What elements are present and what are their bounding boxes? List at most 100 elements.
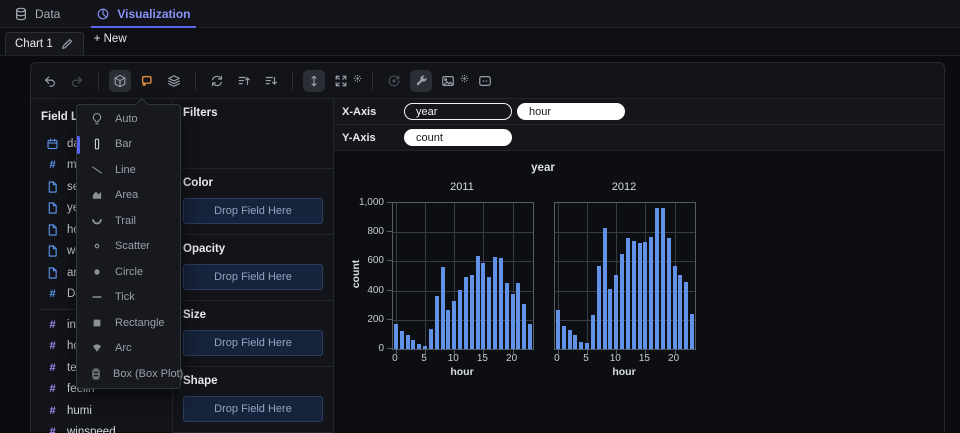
resize-expand-button[interactable] — [330, 70, 362, 92]
mark-menu-item-label: Bar — [115, 138, 132, 150]
boxplot-mark-icon — [89, 367, 103, 381]
undo-icon — [39, 70, 61, 92]
bar — [614, 275, 618, 349]
gear-icon — [460, 70, 469, 88]
field-pill-hour[interactable]: hour — [517, 103, 625, 120]
bar — [446, 310, 450, 349]
channel-section-color: ColorDrop Field Here — [173, 169, 333, 235]
sort-descending-button[interactable] — [260, 70, 282, 92]
scatter-mark-icon — [89, 239, 105, 253]
aggregation-cube-button[interactable] — [109, 70, 131, 92]
drop-zone-shape[interactable]: Drop Field Here — [183, 396, 323, 422]
chart-tab-current[interactable]: Chart 1 — [5, 32, 84, 55]
bar — [493, 257, 497, 349]
drop-zone-size[interactable]: Drop Field Here — [183, 330, 323, 356]
x-tick-label: 15 — [636, 353, 652, 364]
trail-mark-icon — [89, 214, 105, 228]
filters-drop-area[interactable]: Filters — [173, 99, 333, 169]
field-pill-year[interactable]: year — [404, 103, 512, 120]
drop-zone-color[interactable]: Drop Field Here — [183, 198, 323, 224]
area-mark-icon — [89, 189, 105, 201]
x-tick-label: 20 — [666, 353, 682, 364]
mark-menu-item-bar[interactable]: Bar — [77, 132, 180, 158]
bar — [638, 243, 642, 349]
bar — [608, 289, 612, 349]
top-tab-bar: Data Visualization — [0, 0, 960, 28]
bar — [394, 324, 398, 349]
circle-mark-icon — [89, 266, 105, 278]
aggregation-cube-icon — [109, 70, 131, 92]
redo-button[interactable] — [66, 70, 88, 92]
bar — [435, 296, 439, 349]
x-tick-label: 0 — [387, 353, 403, 364]
x-tick — [483, 350, 484, 354]
y-tick-label: 800 — [334, 226, 384, 237]
mark-menu-item-tick[interactable]: Tick — [77, 285, 180, 311]
hash-icon: # — [46, 362, 59, 374]
x-tick-label: 0 — [549, 353, 565, 364]
export-code-button[interactable] — [474, 70, 496, 92]
config-wrench-button[interactable] — [410, 70, 432, 92]
bar — [667, 238, 671, 349]
gear-icon — [353, 70, 362, 88]
bar — [556, 310, 560, 349]
export-image-button[interactable] — [437, 70, 469, 92]
field-item-humi[interactable]: #humi — [39, 400, 172, 422]
mark-menu-item-label: Rectangle — [115, 317, 165, 329]
mark-menu-item-trail[interactable]: Trail — [77, 208, 180, 234]
undo-button[interactable] — [39, 70, 61, 92]
lightbulb-icon — [89, 112, 105, 126]
field-pill-count[interactable]: count — [404, 129, 512, 146]
bar — [591, 315, 595, 349]
mark-menu-item-arc[interactable]: Arc — [77, 336, 180, 362]
bar — [458, 290, 462, 349]
selected-mark-indicator — [77, 136, 80, 154]
y-axis-row-label: Y-Axis — [342, 132, 404, 144]
tab-data[interactable]: Data — [14, 0, 60, 27]
transpose-refresh-button[interactable] — [206, 70, 228, 92]
bar — [568, 330, 572, 349]
mark-menu-item-label: Box (Box Plot) — [113, 368, 183, 380]
coordinates-loop-icon — [383, 70, 405, 92]
bar — [464, 277, 468, 349]
x-axis-row: X-Axis yearhour — [334, 99, 944, 125]
mark-menu-item-line[interactable]: Line — [77, 157, 180, 183]
tab-visualization[interactable]: Visualization — [96, 0, 190, 27]
resize-vertical-button[interactable] — [303, 70, 325, 92]
stack-layers-icon — [163, 70, 185, 92]
y-tick — [387, 231, 392, 232]
bar — [673, 266, 677, 349]
pencil-icon[interactable] — [60, 37, 74, 51]
mark-menu-item-box[interactable]: Box (Box Plot) — [77, 361, 180, 387]
facet-plot-2011 — [392, 202, 534, 350]
x-tick-label: 15 — [474, 353, 490, 364]
mark-type-button[interactable] — [136, 70, 158, 92]
x-tick-label: 20 — [504, 353, 520, 364]
mark-menu-item-label: Tick — [115, 291, 135, 303]
bar — [470, 275, 474, 349]
bar — [579, 342, 583, 349]
mark-menu-item-auto[interactable]: Auto — [77, 106, 180, 132]
hash-icon: # — [46, 159, 59, 171]
field-item-winspeed[interactable]: #winspeed — [39, 422, 172, 433]
toolbar-divider — [98, 72, 99, 90]
resize-vertical-icon — [303, 70, 325, 92]
bar — [429, 329, 433, 349]
config-wrench-icon — [410, 70, 432, 92]
drop-zone-opacity[interactable]: Drop Field Here — [183, 264, 323, 290]
mark-menu-item-area[interactable]: Area — [77, 183, 180, 209]
bar — [655, 208, 659, 349]
arc-mark-icon — [89, 342, 105, 354]
bar — [481, 263, 485, 349]
y-tick — [387, 260, 392, 261]
channel-label: Opacity — [183, 243, 323, 255]
mark-menu-item-scatter[interactable]: Scatter — [77, 234, 180, 260]
rect-mark-icon — [89, 317, 105, 329]
new-chart-button[interactable]: + New — [94, 33, 127, 45]
sort-ascending-button[interactable] — [233, 70, 255, 92]
mark-menu-item-circle[interactable]: Circle — [77, 259, 180, 285]
coordinates-loop-button[interactable] — [383, 70, 405, 92]
y-tick-label: 200 — [334, 314, 384, 325]
mark-menu-item-rectangle[interactable]: Rectangle — [77, 310, 180, 336]
stack-layers-button[interactable] — [163, 70, 185, 92]
